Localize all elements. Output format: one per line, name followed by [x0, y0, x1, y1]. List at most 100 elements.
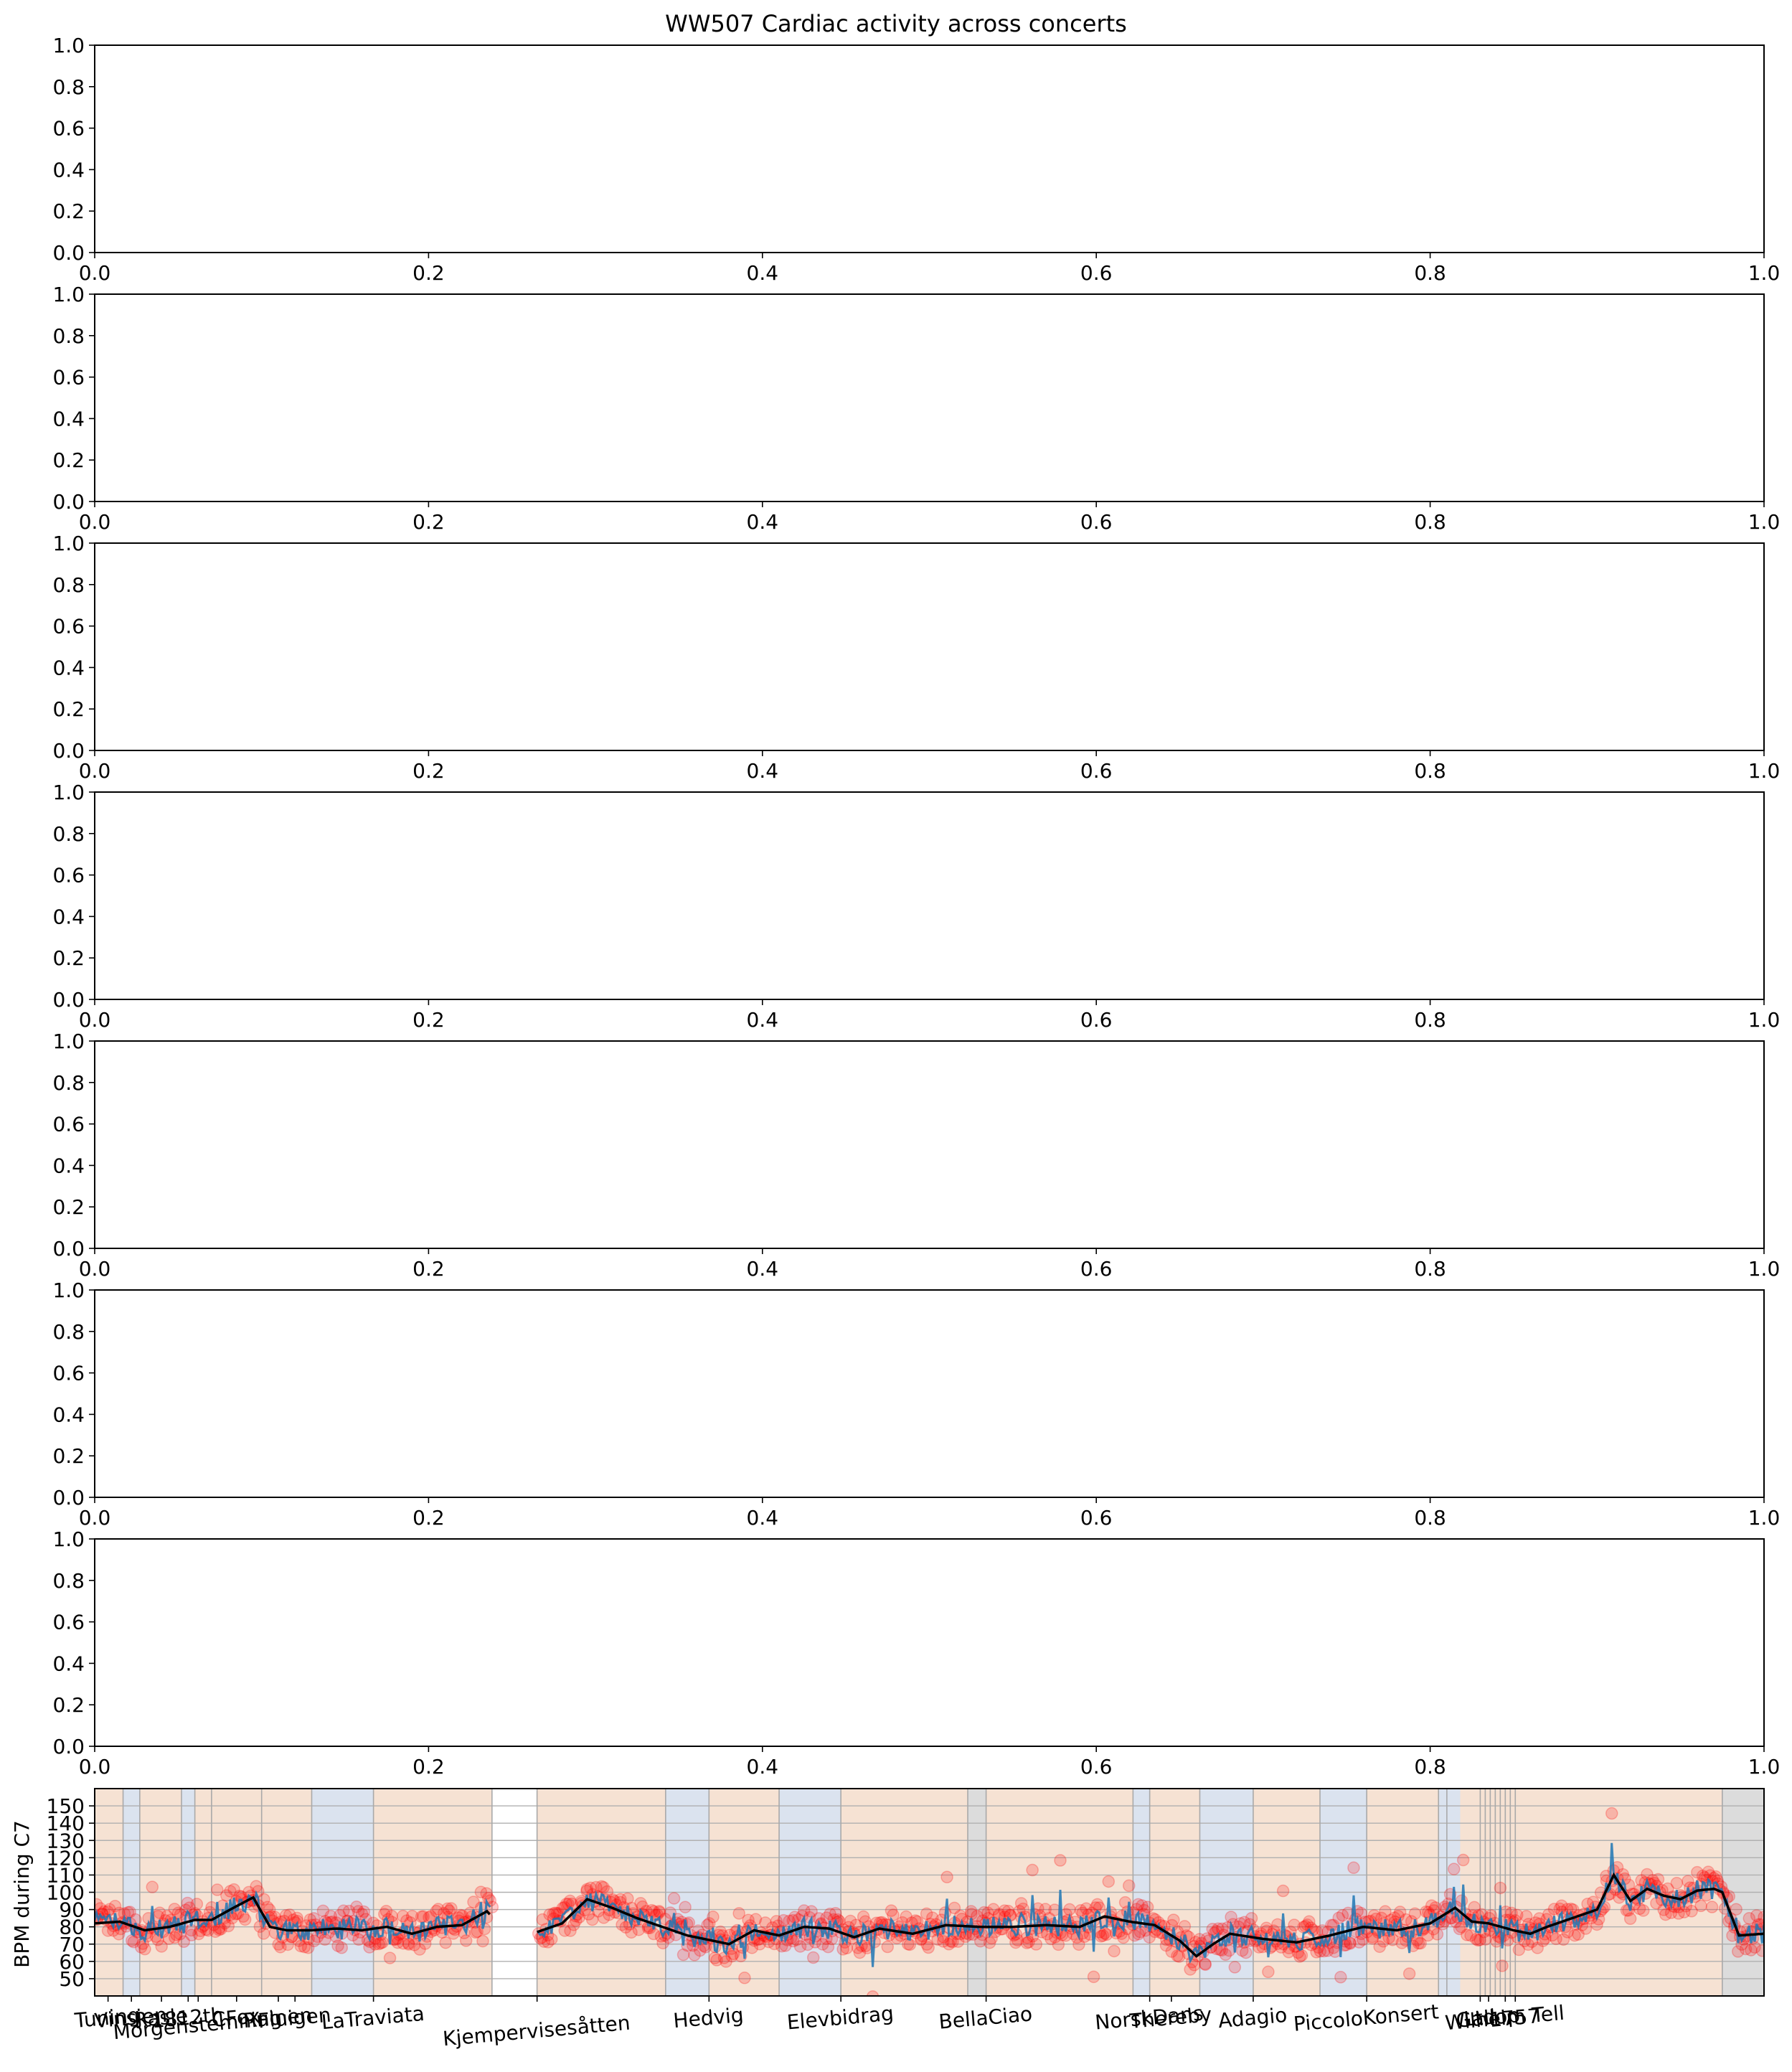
bpm-point — [1461, 1929, 1473, 1941]
x-tick-label: 0.4 — [747, 261, 779, 285]
x-tick-label: 0.6 — [1080, 1506, 1113, 1530]
segment-label: PiccoloKonsert — [1293, 2000, 1440, 2036]
x-tick-label: 0.4 — [747, 1257, 779, 1281]
bpm-point — [707, 1911, 720, 1923]
bpm-point — [372, 1937, 385, 1951]
bpm-point — [1039, 1903, 1052, 1916]
x-tick-label: 0.8 — [1414, 1257, 1446, 1281]
bpm-point — [391, 1936, 405, 1949]
bpm-point — [1471, 1934, 1485, 1947]
segment-label: Kjempervisesåtten — [442, 2011, 631, 2051]
bpm-point — [732, 1907, 745, 1920]
bpm-point — [1670, 1876, 1684, 1890]
x-tick-label: 0.4 — [747, 1008, 779, 1032]
x-tick-label: 0.4 — [747, 1506, 779, 1530]
y-tick-label: 0.2 — [52, 448, 85, 472]
x-tick-label: 0.0 — [79, 759, 111, 783]
x-tick-label: 1.0 — [1748, 1008, 1781, 1032]
bpm-point — [283, 1908, 296, 1921]
bpm-point — [260, 1901, 274, 1913]
bpm-point — [134, 1941, 148, 1954]
bpm-point — [786, 1934, 800, 1948]
bpm-point — [1228, 1961, 1242, 1974]
chart-title: WW507 Cardiac activity across concerts — [665, 10, 1127, 37]
y-tick-label: 0.4 — [52, 1403, 85, 1426]
y-tick-label: 0.4 — [52, 158, 85, 182]
bpm-point — [211, 1883, 224, 1896]
y-tick-label: 0.0 — [52, 1237, 85, 1261]
y-tick-label: 0.0 — [52, 739, 85, 763]
y-tick-label: 0.6 — [52, 1113, 85, 1136]
segment-boundaries — [122, 1789, 1723, 1996]
bpm-point — [703, 1917, 716, 1930]
bpm-point — [177, 1935, 190, 1949]
bpm-point — [1691, 1865, 1704, 1879]
bpm-point — [1171, 1949, 1184, 1962]
bpm-point — [720, 1955, 732, 1968]
bpm-point — [324, 1909, 337, 1923]
bpm-point — [1165, 1918, 1179, 1932]
bpm-point — [885, 1904, 898, 1917]
bpm-point — [597, 1880, 610, 1894]
bpm-point — [824, 1907, 836, 1921]
y-tick-label: 0.6 — [52, 1611, 85, 1634]
subplot-frame — [94, 1289, 1765, 1498]
bpm-point — [887, 1908, 900, 1921]
x-tick-label: 0.0 — [79, 1257, 111, 1281]
bpm-point — [1215, 1922, 1229, 1936]
bpm-y-axis-label: BPM during C7 — [10, 1820, 34, 1968]
bpm-point — [1026, 1863, 1039, 1877]
y-tick-label: 1.0 — [52, 1030, 85, 1053]
bpm-point — [185, 1929, 198, 1941]
y-tick-label: 1.0 — [52, 1278, 85, 1302]
x-tick-label: 0.8 — [1414, 261, 1446, 285]
bpm-point — [1637, 1904, 1650, 1917]
bpm-point — [1184, 1963, 1197, 1976]
y-tick-label: 100 — [47, 1881, 85, 1905]
y-tick-label: 70 — [59, 1933, 85, 1956]
x-tick-label: 1.0 — [1748, 1257, 1781, 1281]
segment-label: CFox — [211, 2004, 261, 2032]
bpm-point — [1172, 1950, 1186, 1963]
bpm-point — [407, 1939, 421, 1951]
x-tick-label: 0.0 — [79, 1506, 111, 1530]
y-tick-label: 1.0 — [52, 1527, 85, 1551]
x-tick-label: 0.4 — [747, 759, 779, 783]
segment-label: Rasle — [133, 2004, 189, 2032]
bpm-point — [1029, 1938, 1043, 1951]
bpm-point — [793, 1940, 807, 1953]
y-tick-label: 130 — [47, 1829, 85, 1852]
bpm-point — [857, 1910, 870, 1923]
bpm-point — [1199, 1957, 1212, 1971]
segment-label: 1757 — [1489, 2004, 1542, 2032]
bpm-point — [1373, 1940, 1386, 1954]
x-tick-label: 0.6 — [1080, 510, 1113, 534]
bpm-subplot: 5060708090100110120130140150TuningVinsje… — [47, 1788, 1765, 2051]
empty-subplot-1: 0.0 0.2 0.4 0.6 0.8 1.0 0.0 0.2 0.4 0.6 0.8 1.0 — [52, 34, 1780, 285]
segment-label: Tuning — [73, 2003, 141, 2033]
y-tick-label: 50 — [59, 1967, 85, 1991]
bpm-point — [396, 1909, 410, 1923]
bpm-point — [1188, 1959, 1201, 1972]
segment-label: Hedvig — [672, 2003, 745, 2033]
bpm-point — [413, 1943, 426, 1956]
x-tick-label: 0.8 — [1414, 1506, 1446, 1530]
bpm-point — [667, 1892, 681, 1905]
bpm-point — [1414, 1936, 1427, 1950]
bpm-point — [1496, 1959, 1509, 1972]
bpm-point — [1682, 1875, 1694, 1888]
bpm-point — [759, 1916, 772, 1929]
subplot-frame — [94, 1538, 1765, 1747]
subplot-frame — [94, 1040, 1765, 1249]
bpm-point — [337, 1904, 350, 1918]
bpm-point — [971, 1909, 984, 1923]
y-tick-label: 120 — [47, 1846, 85, 1870]
bpm-point — [987, 1903, 1000, 1916]
bpm-point — [1022, 1936, 1035, 1949]
y-tick-label: 0.6 — [52, 366, 85, 390]
bpm-point — [710, 1954, 723, 1967]
bpm-point — [866, 1990, 880, 1996]
bpm-point — [1659, 1908, 1672, 1921]
x-tick-label: 0.2 — [412, 759, 445, 783]
